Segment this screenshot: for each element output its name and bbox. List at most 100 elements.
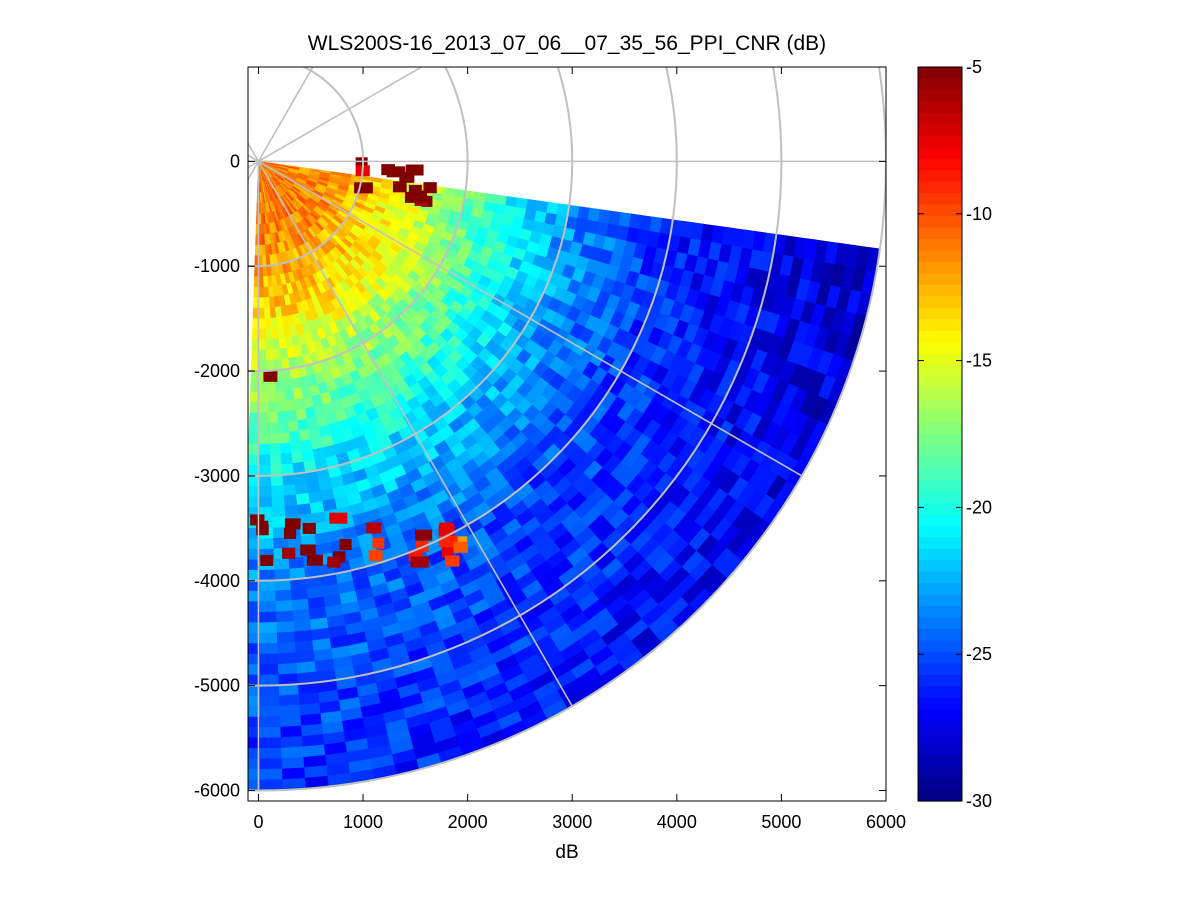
heatmap-cell: [258, 580, 276, 592]
heatmap-cell: [258, 412, 269, 424]
heatmap-cell: [281, 767, 306, 780]
azimuth-spoke: [248, 141, 260, 162]
heatmap-cell: [258, 286, 264, 298]
hotspot-cell: [441, 546, 454, 558]
heatmap-cell: [259, 779, 283, 791]
colorbar-step: [918, 67, 962, 80]
heatmap-cell: [258, 622, 277, 634]
hotspot-cell: [284, 527, 297, 539]
heatmap-cell: [268, 432, 280, 445]
y-tick-label: 0: [230, 151, 240, 171]
colorbar-step: [918, 273, 962, 286]
heatmap-cell: [258, 381, 268, 393]
hotspot-cell: [423, 182, 437, 194]
heatmap-cell: [290, 451, 304, 464]
hotspot-cell: [300, 544, 316, 556]
colorbar-step: [918, 456, 962, 470]
heatmap-cell: [259, 737, 282, 749]
colorbar-step: [918, 399, 962, 412]
heatmap-cell: [280, 746, 304, 759]
hotspot-cell: [302, 522, 316, 534]
chart-title: WLS200S-16_2013_07_06__07_35_56_PPI_CNR …: [308, 32, 826, 55]
heatmap-cell: [299, 439, 313, 453]
hotspot-cell: [453, 541, 468, 553]
heatmap-cell: [271, 516, 287, 529]
colorbar-step: [918, 789, 962, 802]
heatmap-cell: [295, 408, 307, 421]
heatmap-cell: [259, 695, 280, 707]
heatmap-cell: [276, 631, 295, 644]
heatmap-cell: [280, 736, 303, 749]
colorbar-step: [918, 89, 962, 103]
heatmap-cell: [258, 318, 266, 330]
y-tick-label: -3000: [194, 466, 240, 486]
heatmap-cell: [294, 650, 315, 664]
heatmap-cell: [279, 704, 301, 718]
heatmap-cell: [248, 611, 260, 624]
heatmap-cell: [258, 601, 277, 613]
heatmap-cell: [267, 401, 278, 414]
colorbar-step: [918, 571, 962, 584]
heatmap-cell: [248, 548, 260, 561]
heatmap-cell: [283, 494, 298, 507]
x-axis-label: dB: [555, 842, 578, 863]
x-axis: 0 1000 2000 3000 4000 5000 6000: [253, 67, 906, 832]
azimuth-spoke: [248, 154, 259, 163]
y-tick-label: -4000: [194, 571, 240, 591]
heatmap-cell: [283, 389, 295, 402]
y-tick-label: -2000: [194, 361, 240, 381]
heatmap-cell: [274, 589, 292, 602]
heatmap-cell: [248, 737, 260, 749]
heatmap-cell: [258, 328, 266, 340]
hotspot-cell: [260, 554, 274, 566]
colorbar-step: [918, 766, 962, 779]
heatmap-cell: [291, 609, 311, 622]
hotspot-cell: [329, 512, 348, 524]
y-tick-label: -6000: [194, 781, 240, 801]
colorbar-step: [918, 227, 962, 240]
heatmap-cell: [248, 485, 260, 498]
heatmap-cell: [268, 443, 281, 456]
heatmap-cell: [248, 423, 260, 435]
heatmap-cell: [270, 327, 279, 340]
hotspot-layer: [250, 157, 468, 568]
colorbar-step: [918, 261, 962, 275]
heatmap-cell: [298, 429, 311, 442]
heatmap-cell: [273, 558, 290, 571]
heatmap-cell: [281, 757, 305, 770]
heatmap-cell: [295, 661, 316, 675]
colorbar-axis: -5 -10 -15 -20 -25 -30: [918, 57, 992, 811]
colorbar-tick-label: -25: [966, 644, 992, 664]
heatmap-cell: [258, 402, 269, 414]
heatmap-cell: [259, 664, 279, 676]
colorbar-step: [918, 284, 962, 297]
heatmap-cell: [272, 348, 281, 361]
colorbar-step: [918, 583, 962, 596]
x-tick-label: 0: [253, 812, 263, 832]
x-tick-label: 1000: [343, 812, 383, 832]
colorbar-step: [918, 674, 962, 687]
colorbar-step: [918, 147, 962, 160]
heatmap-cell: [292, 619, 312, 633]
colorbar-step: [918, 158, 962, 171]
heatmap-cell: [248, 727, 260, 739]
hotspot-cell: [327, 556, 341, 568]
colorbar-step: [918, 239, 962, 252]
heatmap-cell: [258, 538, 274, 550]
colorbar-step: [918, 778, 962, 791]
heatmap-cell: [248, 695, 260, 707]
heatmap-cell: [248, 758, 260, 770]
heatmap-cell: [248, 769, 260, 781]
heatmap-cell: [265, 349, 274, 361]
hotspot-cell: [408, 184, 422, 196]
colorbar-tick-label: -15: [966, 351, 992, 371]
heatmap-cell: [269, 306, 277, 319]
colorbar: [918, 67, 962, 802]
heatmap-cell: [258, 339, 266, 351]
colorbar-step: [918, 697, 962, 710]
colorbar-step: [918, 663, 962, 676]
azimuth-spoke: [258, 160, 803, 477]
heatmap-cell: [258, 569, 275, 582]
hotspot-cell: [405, 164, 424, 176]
